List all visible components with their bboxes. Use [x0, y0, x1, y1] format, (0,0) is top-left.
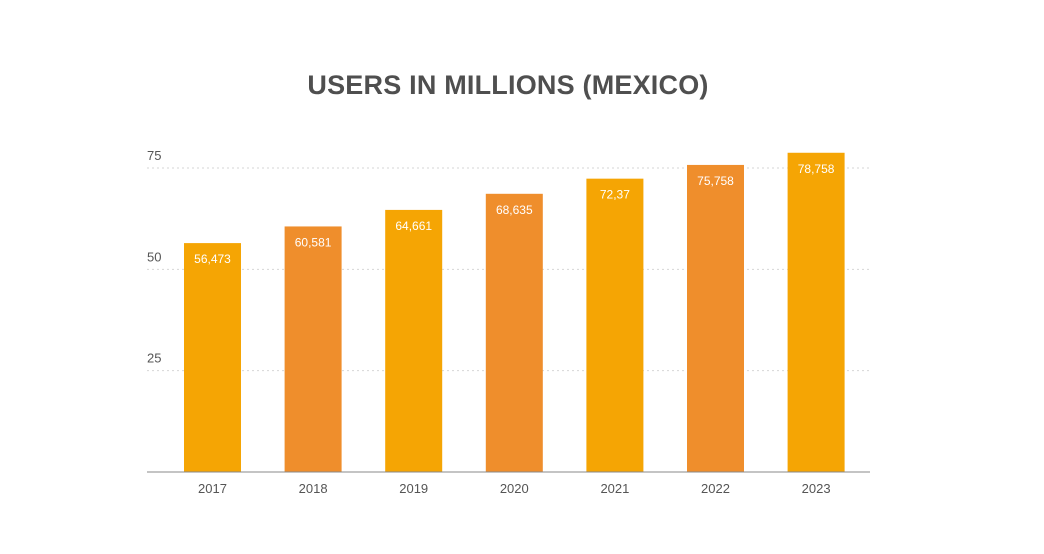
x-tick-label: 2017 [198, 481, 227, 496]
bar-2021 [586, 178, 644, 472]
y-tick-label: 75 [147, 148, 161, 163]
y-tick-label: 25 [147, 351, 161, 366]
x-tick-label: 2020 [500, 481, 529, 496]
axes: 25 50 75 2017 2018 2019 2020 2021 2022 2023 [147, 148, 870, 496]
data-label: 60,581 [295, 235, 332, 249]
data-label: 78,758 [798, 162, 835, 176]
chart-title: USERS IN MILLIONS (MEXICO) [307, 70, 709, 100]
x-tick-label: 2023 [802, 481, 831, 496]
y-tick-label: 50 [147, 249, 161, 264]
bar-2019 [385, 209, 443, 472]
x-tick-label: 2022 [701, 481, 730, 496]
x-tick-label: 2019 [399, 481, 428, 496]
bars [184, 152, 845, 473]
bar-2018 [284, 226, 342, 472]
bar-2022 [687, 164, 744, 473]
x-tick-label: 2021 [600, 481, 629, 496]
data-label: 72,37 [600, 188, 630, 202]
data-label: 68,635 [496, 203, 533, 217]
bar-2023 [787, 152, 845, 472]
data-labels: 56,473 60,581 64,661 68,635 72,37 75,758 78,75… [194, 162, 835, 266]
bar-2020 [485, 193, 543, 472]
data-label: 75,758 [697, 174, 734, 188]
bar-2017 [184, 243, 241, 472]
data-label: 56,473 [194, 252, 231, 266]
x-tick-label: 2018 [299, 481, 328, 496]
data-label: 64,661 [395, 219, 432, 233]
